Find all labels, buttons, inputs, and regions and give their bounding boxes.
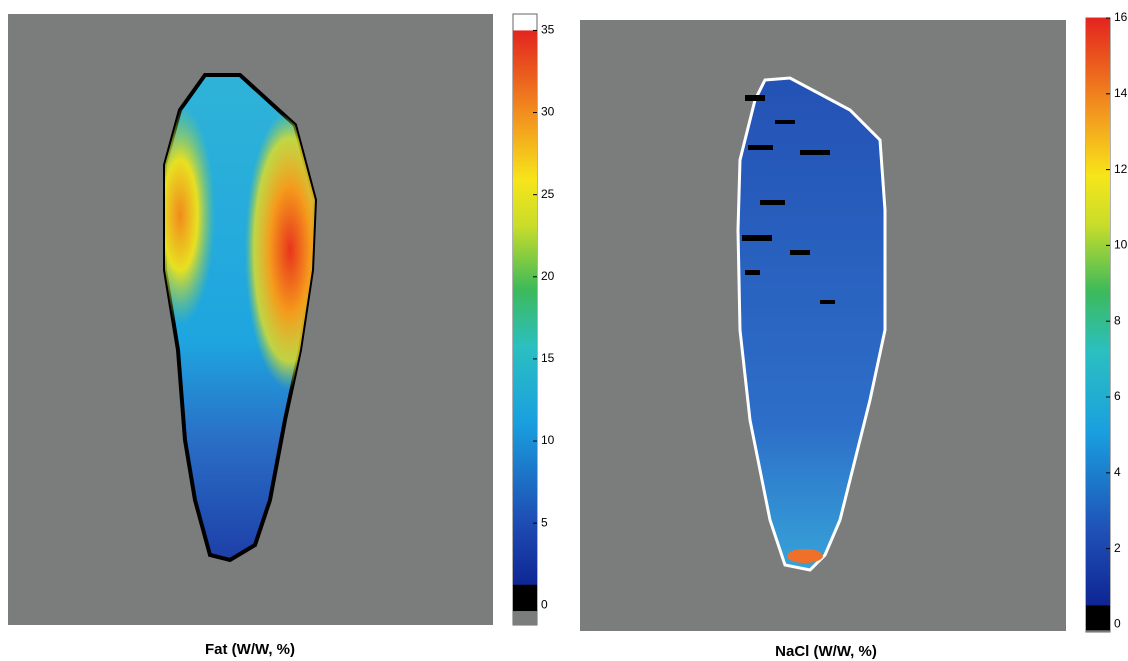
- colorbar-floor: [513, 611, 537, 625]
- colorbar-tick-label: 20: [541, 269, 555, 283]
- figure: Fat (W/W, %) NaCl (W/W, %) 0510152025303…: [0, 0, 1128, 661]
- colorbar-tick-label: 2: [1114, 541, 1121, 555]
- colorbar-under: [1086, 605, 1110, 630]
- colorbar-tick-label: 14: [1114, 86, 1128, 100]
- colorbar-tick-label: 0: [541, 597, 548, 611]
- caption: NaCl (W/W, %): [775, 643, 877, 660]
- colorbar-tick-label: 15: [541, 351, 555, 365]
- colorbar-tick-label: 16: [1114, 10, 1128, 24]
- colorbar-ramp: [513, 30, 537, 605]
- colorbar-tick-label: 10: [1114, 238, 1128, 252]
- colorbar-tick-label: 5: [541, 515, 548, 529]
- colorbar-tick-label: 4: [1114, 465, 1121, 479]
- colorbar-tick-label: 30: [541, 105, 555, 119]
- nacl-edge: [787, 549, 823, 563]
- colorbar-tick-label: 25: [541, 187, 555, 201]
- caption: Fat (W/W, %): [205, 641, 295, 658]
- colorbar-tick-label: 8: [1114, 313, 1121, 327]
- colorbar-tick-label: 12: [1114, 162, 1128, 176]
- colorbar-tick-label: 10: [541, 433, 555, 447]
- colorbar-under: [513, 585, 537, 612]
- colorbar-floor: [1086, 630, 1110, 632]
- colorbar-tick-label: 0: [1114, 617, 1121, 631]
- colorbar-tick-label: 35: [541, 23, 555, 37]
- colorbar-tick-label: 6: [1114, 389, 1121, 403]
